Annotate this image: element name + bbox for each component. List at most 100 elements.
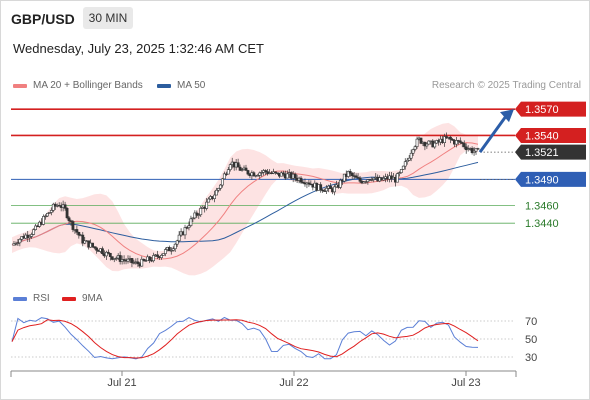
candle-down [274, 171, 277, 174]
candle-down [462, 143, 466, 148]
candle-down [75, 229, 79, 233]
candle-up [169, 250, 173, 252]
ma20-swatch [13, 83, 27, 88]
x-tick-label: Jul 23 [451, 377, 480, 389]
rsi-line [11, 316, 479, 360]
candle-down [95, 247, 98, 251]
candle-up [114, 257, 118, 260]
candle-up [189, 218, 193, 226]
candle-down [81, 234, 85, 244]
candle-up [325, 187, 328, 192]
candle-up [364, 181, 368, 183]
candle-up [372, 177, 376, 180]
level-tag-1.3521 [515, 144, 586, 160]
candle-up [47, 212, 51, 214]
legend-rsi: RSI [13, 293, 50, 304]
candle-down [354, 175, 358, 178]
forecast-arrow-head [500, 109, 514, 123]
candle-down [252, 172, 256, 177]
candle-up [405, 159, 409, 163]
candle-down [458, 140, 462, 143]
ma20-line [11, 142, 479, 260]
candle-up [443, 136, 446, 143]
candle-up [175, 240, 179, 245]
candle-up [407, 157, 411, 161]
candle-up [83, 240, 87, 244]
candle-up [215, 189, 218, 196]
candle-up [415, 138, 419, 147]
candle-up [395, 173, 399, 183]
candle-down [195, 212, 199, 216]
chart-header: GBP/USD 30 MIN [0, 0, 590, 36]
rsi-tick-70: 70 [525, 316, 537, 328]
rsi-tick-30: 30 [525, 352, 537, 364]
candle-down [299, 177, 303, 183]
candle-down [118, 255, 122, 262]
candle-up [454, 140, 458, 145]
candle-down [293, 173, 297, 179]
candle-up [173, 243, 177, 250]
candle-up [409, 152, 413, 159]
candle-down [464, 146, 468, 150]
candle-down [110, 256, 114, 260]
candle-down [130, 258, 134, 264]
candle-up [338, 179, 342, 188]
chart-datetime: Wednesday, July 23, 2025 1:32:46 AM CET [13, 41, 264, 56]
candle-up [382, 178, 386, 181]
candle-down [350, 172, 354, 176]
candle-up [217, 188, 220, 191]
candle-down [419, 137, 423, 144]
candle-down [167, 246, 171, 252]
candle-up [413, 146, 417, 150]
candle-up [51, 203, 55, 211]
candle-up [226, 169, 230, 175]
candle-up [140, 258, 144, 267]
candle-up [425, 143, 429, 147]
candle-down [358, 177, 362, 182]
candle-up [34, 225, 37, 230]
timeframe-button[interactable]: 30 MIN [83, 7, 133, 29]
candle-down [281, 172, 285, 175]
candle-down [451, 139, 454, 141]
bollinger-band-area [12, 122, 478, 276]
x-tick-label: Jul 22 [279, 377, 308, 389]
candle-down [307, 182, 311, 185]
candle-up [132, 262, 136, 264]
candle-up [411, 149, 415, 154]
candle-up [183, 227, 187, 236]
candle-up [177, 234, 181, 242]
candle-up [427, 140, 431, 145]
symbol-label: GBP/USD [11, 11, 75, 27]
candle-down [476, 148, 480, 150]
candle-up [401, 165, 405, 170]
candle-up [42, 216, 45, 225]
rsi-9ma-line [11, 319, 479, 359]
candle-up [160, 255, 163, 258]
candle-down [63, 204, 67, 209]
candles-group [12, 132, 480, 269]
candle-down [460, 142, 464, 144]
legend-9ma-label: 9MA [82, 293, 103, 304]
candle-down [101, 248, 104, 255]
candle-up [28, 236, 32, 239]
legend-9ma: 9MA [62, 293, 103, 304]
candle-up [152, 255, 155, 262]
candle-down [148, 256, 152, 261]
candle-up [207, 198, 211, 203]
candle-down [246, 170, 250, 175]
level-label-1.3460: 1.3460 [525, 201, 559, 213]
rsi-tick-50: 50 [525, 334, 537, 346]
forecast-arrow-shaft [478, 115, 508, 154]
candle-down [106, 251, 110, 254]
candle-down [449, 136, 452, 140]
candle-down [348, 171, 352, 174]
candle-up [44, 215, 47, 218]
candle-down [136, 261, 140, 264]
candle-up [370, 179, 374, 181]
level-label-1.3490: 1.3490 [525, 174, 559, 186]
candle-down [65, 208, 69, 219]
candle-up [285, 173, 289, 179]
candle-down [91, 242, 95, 247]
candle-up [162, 253, 165, 256]
candle-up [333, 186, 336, 193]
